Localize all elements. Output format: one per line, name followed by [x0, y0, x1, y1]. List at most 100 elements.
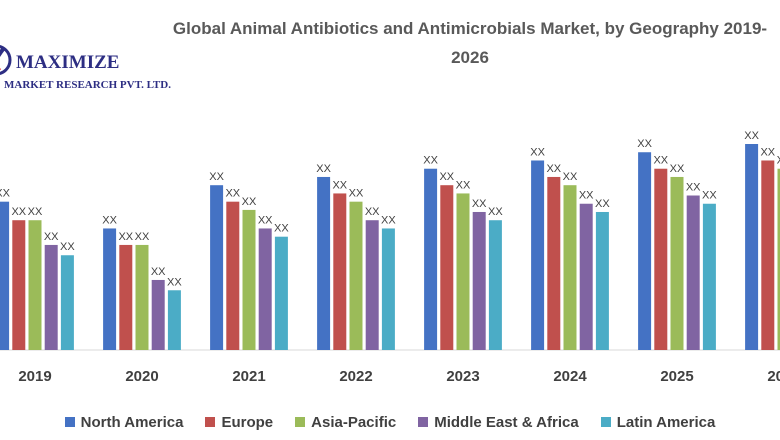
bar-europe-2024 — [547, 176, 561, 350]
x-tick-label-2023: 2023 — [446, 368, 479, 385]
legend-item-europe: Europe — [205, 414, 273, 431]
bar-north-america-2020 — [103, 228, 117, 350]
bar-latin-america-2024 — [595, 211, 609, 350]
logo-name: MAXIMIZE — [16, 52, 119, 73]
bar-europe-2022 — [333, 193, 347, 350]
bar-value-label: XX — [530, 146, 545, 158]
bar-value-label: XX — [225, 188, 240, 200]
x-tick-label-2026: 2026 — [767, 368, 780, 385]
bar-chart: XXXXXXXXXX2019XXXXXXXXXX2020XXXXXXXXXX20… — [0, 130, 780, 385]
bar-middle-east-africa-2023 — [472, 211, 486, 350]
chart-title-line-2: 2026 — [451, 48, 489, 67]
bar-value-label: XX — [11, 206, 26, 218]
bar-value-label: XX — [349, 188, 364, 200]
bar-asia-pacific-2019 — [28, 220, 42, 350]
bar-middle-east-africa-2019 — [44, 244, 58, 350]
bar-value-label: XX — [744, 130, 759, 142]
bar-value-label: XX — [167, 276, 182, 288]
bar-value-label: XX — [637, 138, 652, 150]
bar-value-label: XX — [242, 196, 257, 208]
bar-value-label: XX — [472, 198, 487, 210]
chart-title: Global Animal Antibiotics and Antimicrob… — [20, 14, 780, 72]
bar-middle-east-africa-2022 — [365, 220, 379, 350]
bar-middle-east-africa-2020 — [151, 279, 165, 350]
legend-item-middle-east-africa: Middle East & Africa — [418, 413, 579, 431]
legend-item-asia-pacific: Asia-Pacific — [295, 414, 396, 431]
bar-value-label: XX — [365, 206, 380, 218]
bar-value-label: XX — [258, 214, 273, 226]
bar-north-america-2024 — [531, 160, 545, 350]
bar-value-label: XX — [135, 231, 150, 243]
x-tick-label-2024: 2024 — [553, 368, 587, 385]
bar-value-label: XX — [316, 163, 331, 175]
bar-latin-america-2020 — [167, 290, 181, 350]
bar-asia-pacific-2025 — [670, 176, 684, 350]
bar-value-label: XX — [777, 155, 780, 167]
bar-europe-2026 — [761, 160, 775, 350]
bar-value-label: XX — [0, 188, 11, 200]
bar-north-america-2026 — [745, 144, 759, 350]
bar-latin-america-2025 — [702, 203, 716, 350]
x-tick-label-2019: 2019 — [18, 368, 51, 385]
bar-asia-pacific-2022 — [349, 201, 363, 350]
bar-north-america-2023 — [424, 168, 438, 350]
bar-value-label: XX — [686, 182, 701, 194]
bar-value-label: XX — [595, 198, 610, 210]
bar-europe-2020 — [119, 244, 133, 350]
x-tick-label-2020: 2020 — [125, 368, 158, 385]
bar-asia-pacific-2023 — [456, 193, 470, 350]
legend-swatch — [295, 417, 306, 427]
bar-asia-pacific-2020 — [135, 244, 149, 350]
bar-value-label: XX — [760, 146, 775, 158]
bar-latin-america-2021 — [274, 236, 288, 350]
company-logo: MAXIMIZE MARKET RESEARCH PVT. LTD. — [0, 45, 171, 91]
x-tick-label-2021: 2021 — [232, 368, 265, 385]
legend-swatch — [205, 417, 216, 427]
bar-value-label: XX — [546, 163, 561, 175]
bar-north-america-2025 — [638, 152, 652, 350]
x-tick-label-2022: 2022 — [339, 368, 372, 385]
bar-value-label: XX — [209, 171, 224, 183]
bar-value-label: XX — [456, 179, 471, 191]
bar-value-label: XX — [488, 206, 503, 218]
bar-asia-pacific-2024 — [563, 185, 577, 350]
legend-item-latin-america: Latin America — [600, 413, 716, 431]
legend-label: Latin America — [616, 413, 716, 431]
legend-swatch — [64, 417, 75, 427]
bar-value-label: XX — [118, 231, 133, 243]
legend-swatch — [600, 417, 611, 427]
bar-value-label: XX — [381, 214, 396, 226]
legend-swatch — [418, 417, 429, 427]
legend-label: Europe — [221, 413, 274, 431]
bar-europe-2023 — [440, 185, 454, 350]
bar-north-america-2019 — [0, 201, 10, 350]
logo-tagline: MARKET RESEARCH PVT. LTD. — [4, 79, 171, 91]
bar-value-label: XX — [28, 206, 43, 218]
bar-europe-2021 — [226, 201, 240, 350]
bar-north-america-2022 — [317, 176, 331, 350]
legend-label: North America — [80, 413, 184, 431]
bar-latin-america-2022 — [381, 228, 395, 350]
bar-value-label: XX — [44, 231, 59, 243]
bar-value-label: XX — [653, 155, 668, 167]
logo-emblem-icon — [0, 45, 12, 75]
bar-value-label: XX — [332, 179, 347, 191]
bar-asia-pacific-2026 — [777, 168, 780, 350]
bar-value-label: XX — [563, 171, 578, 183]
bar-europe-2025 — [654, 168, 668, 350]
bar-value-label: XX — [274, 223, 289, 235]
bar-value-label: XX — [579, 190, 594, 202]
bar-asia-pacific-2021 — [242, 209, 256, 350]
x-tick-label-2025: 2025 — [660, 368, 693, 385]
legend-item-north-america: North America — [64, 413, 184, 431]
bar-value-label: XX — [102, 214, 117, 226]
bar-north-america-2021 — [210, 185, 224, 350]
bar-value-label: XX — [670, 163, 685, 175]
bar-value-label: XX — [439, 171, 454, 183]
bar-middle-east-africa-2024 — [579, 203, 593, 350]
bar-latin-america-2019 — [60, 255, 74, 350]
legend-label: Middle East & Africa — [434, 413, 579, 431]
bar-value-label: XX — [702, 190, 717, 202]
chart-legend: North America Europe Asia-Pacific Middle Ea… — [0, 410, 780, 434]
chart-title-line-1: Global Animal Antibiotics and Antimicrob… — [172, 19, 768, 38]
